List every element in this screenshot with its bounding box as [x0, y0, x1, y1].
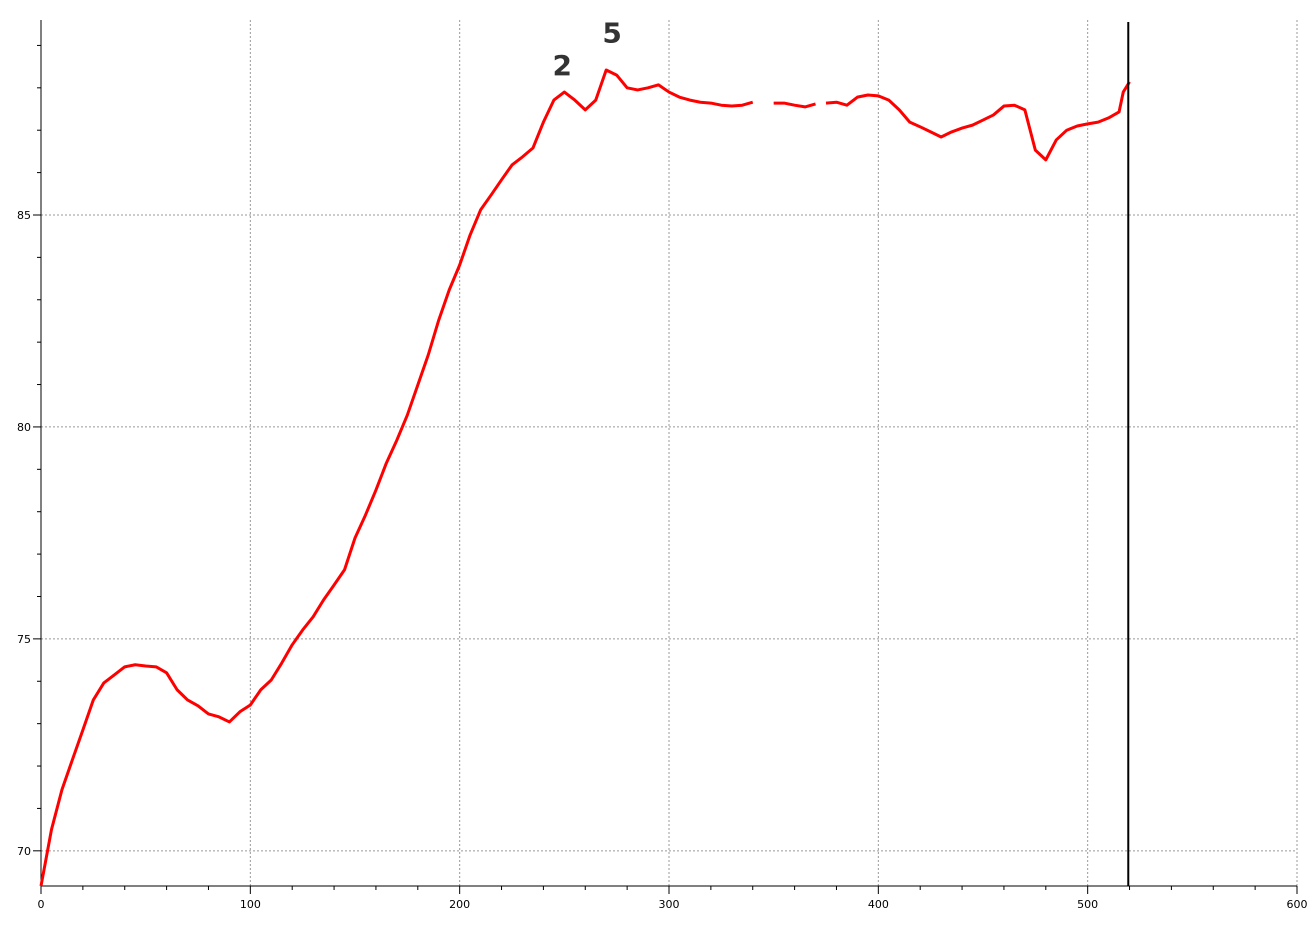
x-tick-label: 200	[449, 898, 470, 911]
annotation: 2	[552, 49, 571, 82]
x-tick-label: 100	[240, 898, 261, 911]
y-tick-label: 80	[17, 421, 31, 434]
x-tick-label: 300	[659, 898, 680, 911]
y-tick-label: 70	[17, 845, 31, 858]
annotation: 5	[602, 17, 621, 50]
x-tick-label: 0	[38, 898, 45, 911]
x-tick-label: 600	[1287, 898, 1308, 911]
x-tick-label: 500	[1077, 898, 1098, 911]
x-tick-label: 400	[868, 898, 889, 911]
y-tick-label: 85	[17, 209, 31, 222]
data-line	[39, 68, 1131, 887]
y-tick-label: 75	[17, 633, 31, 646]
